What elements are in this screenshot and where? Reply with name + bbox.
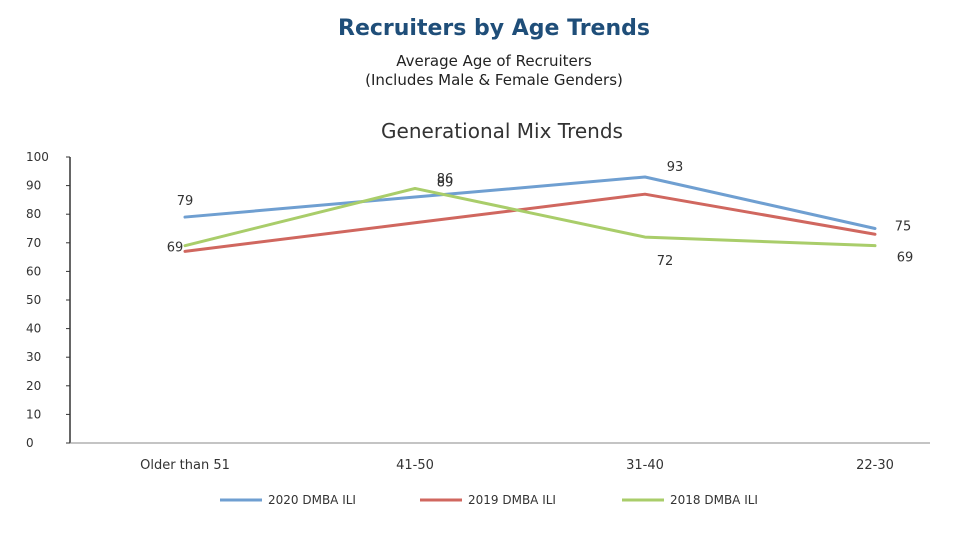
y-tick-label: 60 xyxy=(26,264,41,278)
y-tick-label: 20 xyxy=(26,379,41,393)
subtitle-line-1: Average Age of Recruiters xyxy=(396,52,592,70)
chart-title: Generational Mix Trends xyxy=(381,119,623,143)
x-tick-label: Older than 51 xyxy=(140,458,230,473)
y-tick-label: 70 xyxy=(26,236,41,250)
data-label: 93 xyxy=(667,160,684,175)
x-tick-label: 22-30 xyxy=(856,458,894,473)
data-label: 86 xyxy=(437,172,454,187)
data-label: 69 xyxy=(167,240,184,255)
y-tick-label: 10 xyxy=(26,407,41,421)
legend-label: 2018 DMBA ILI xyxy=(670,493,758,507)
legend-label: 2020 DMBA ILI xyxy=(268,493,356,507)
data-label: 72 xyxy=(657,254,674,269)
y-tick-label: 50 xyxy=(26,293,41,307)
data-label: 69 xyxy=(897,251,914,266)
y-tick-label: 100 xyxy=(26,150,49,164)
y-tick-label: 40 xyxy=(26,322,41,336)
series-line-2018 xyxy=(183,186,877,248)
data-label: 75 xyxy=(895,220,912,235)
series-line-2020 xyxy=(183,175,877,230)
y-tick-label: 90 xyxy=(26,179,41,193)
x-tick-label: 31-40 xyxy=(626,458,664,473)
legend-label: 2019 DMBA ILI xyxy=(468,493,556,507)
subtitle-line-2: (Includes Male & Female Genders) xyxy=(365,71,623,89)
series-line-2019 xyxy=(183,192,877,253)
data-label: 89 xyxy=(437,175,454,190)
x-tick-label: 41-50 xyxy=(396,458,434,473)
y-tick-label: 30 xyxy=(26,350,41,364)
y-tick-label: 0 xyxy=(26,436,34,450)
y-tick-label: 80 xyxy=(26,207,41,221)
data-label: 79 xyxy=(177,194,194,209)
page-title: Recruiters by Age Trends xyxy=(338,16,650,41)
